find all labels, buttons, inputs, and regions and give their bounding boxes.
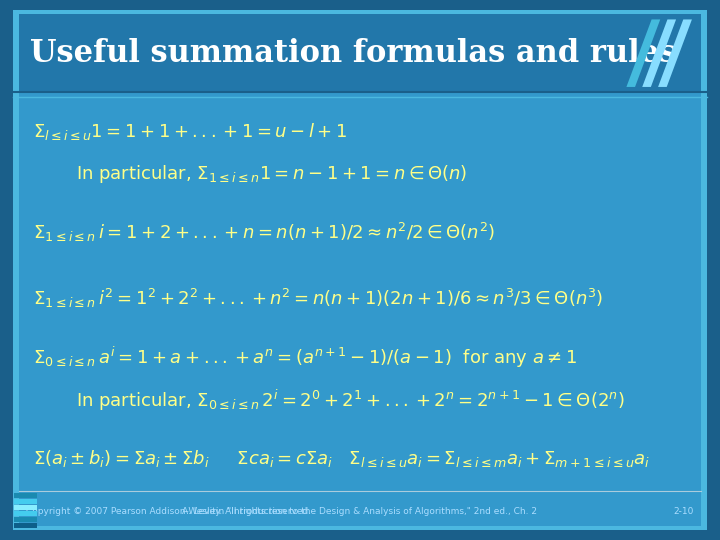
- Polygon shape: [642, 19, 676, 87]
- Bar: [19, 14, 701, 92]
- Text: A. Levitin "Introduction to the Design & Analysis of Algorithms," 2nd ed., Ch. 2: A. Levitin "Introduction to the Design &…: [182, 507, 538, 516]
- Text: $\Sigma_{1\leq i\leq n}\,i^2 = 1^2+2^2+...+n^2 = n(n+1)(2n+1)/6 \approx n^3/3 \i: $\Sigma_{1\leq i\leq n}\,i^2 = 1^2+2^2+.…: [33, 287, 603, 310]
- Text: $\Sigma_{l\leq i\leq u}1 = 1+1+...+1 = u - l + 1$: $\Sigma_{l\leq i\leq u}1 = 1+1+...+1 = u…: [33, 121, 348, 142]
- Text: In particular, $\Sigma_{1\leq i\leq n}1 = n - 1 + 1 = n \in \Theta(n)$: In particular, $\Sigma_{1\leq i\leq n}1 …: [76, 164, 467, 185]
- Polygon shape: [658, 19, 692, 87]
- Text: $\Sigma_{0\leq i\leq n}\,a^i = 1 + a +...+ a^n = (a^{n+1} - 1)/(a - 1)$  for any: $\Sigma_{0\leq i\leq n}\,a^i = 1 + a +..…: [33, 345, 577, 370]
- Text: $\Sigma_{1\leq i\leq n}\,i = 1+2+...+n = n(n+1)/2 \approx n^2/2 \in \Theta(n^2)$: $\Sigma_{1\leq i\leq n}\,i = 1+2+...+n =…: [33, 221, 495, 244]
- Text: Copyright © 2007 Pearson Addison-Wesley. All rights reserved.: Copyright © 2007 Pearson Addison-Wesley.…: [26, 507, 311, 516]
- Text: In particular, $\Sigma_{0\leq i\leq n}\,2^i = 2^0+ 2^1+...+ 2^n = 2^{n+1} - 1 \i: In particular, $\Sigma_{0\leq i\leq n}\,…: [76, 387, 625, 413]
- Bar: [14, 517, 37, 522]
- Text: 2-10: 2-10: [674, 507, 694, 516]
- Bar: [14, 493, 37, 498]
- Bar: [14, 511, 37, 516]
- Bar: [14, 523, 37, 528]
- Bar: [14, 499, 37, 504]
- Text: Useful summation formulas and rules: Useful summation formulas and rules: [30, 38, 676, 69]
- Bar: [14, 505, 37, 510]
- Text: $\Sigma(a_i \pm b_i) = \Sigma a_i \pm \Sigma b_i$     $\Sigma ca_i = c\Sigma a_i: $\Sigma(a_i \pm b_i) = \Sigma a_i \pm \S…: [33, 448, 650, 469]
- Polygon shape: [626, 19, 660, 87]
